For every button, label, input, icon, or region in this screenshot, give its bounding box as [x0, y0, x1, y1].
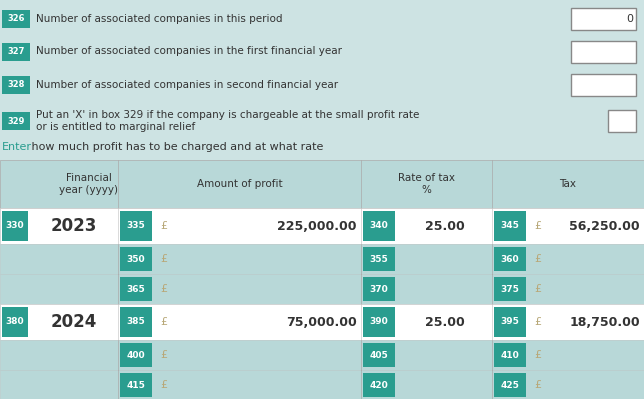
Text: 18,750.00: 18,750.00 — [569, 316, 640, 328]
Text: 25.00: 25.00 — [424, 316, 464, 328]
Text: Enter: Enter — [2, 142, 32, 152]
Text: 225,000.00: 225,000.00 — [278, 219, 357, 233]
Text: 425: 425 — [500, 381, 520, 389]
Bar — [494, 247, 526, 271]
Bar — [363, 343, 395, 367]
Text: £: £ — [535, 380, 542, 390]
Bar — [363, 277, 395, 301]
Bar — [2, 211, 28, 241]
Text: 400: 400 — [127, 350, 146, 359]
Bar — [494, 277, 526, 301]
Bar — [363, 373, 395, 397]
Bar — [2, 75, 30, 93]
Text: £: £ — [160, 254, 167, 264]
Text: 335: 335 — [127, 221, 146, 231]
Text: 330: 330 — [6, 221, 24, 231]
Bar — [2, 307, 28, 337]
Bar — [120, 373, 152, 397]
Text: 410: 410 — [500, 350, 519, 359]
Bar — [120, 211, 152, 241]
Text: 370: 370 — [370, 284, 388, 294]
Text: £: £ — [160, 221, 167, 231]
Text: Put an 'X' in box 329 if the company is chargeable at the small profit rate
or i: Put an 'X' in box 329 if the company is … — [36, 110, 419, 132]
Text: 415: 415 — [127, 381, 146, 389]
Text: 328: 328 — [7, 80, 24, 89]
Text: 350: 350 — [127, 255, 146, 263]
Text: Number of associated companies in second financial year: Number of associated companies in second… — [36, 79, 338, 89]
Text: £: £ — [535, 317, 542, 327]
Text: 329: 329 — [7, 117, 24, 126]
Text: 390: 390 — [370, 318, 388, 326]
Bar — [494, 343, 526, 367]
Bar — [0, 160, 644, 208]
Text: £: £ — [160, 317, 167, 327]
Text: Number of associated companies in this period: Number of associated companies in this p… — [36, 14, 283, 24]
Bar — [363, 307, 395, 337]
Bar — [494, 373, 526, 397]
Text: 327: 327 — [7, 47, 24, 56]
Text: Number of associated companies in the first financial year: Number of associated companies in the fi… — [36, 47, 342, 57]
Text: 395: 395 — [500, 318, 520, 326]
Text: 355: 355 — [370, 255, 388, 263]
Bar — [608, 110, 636, 132]
Bar — [2, 10, 30, 28]
Bar — [0, 208, 644, 244]
Text: £: £ — [160, 350, 167, 360]
Text: 380: 380 — [6, 318, 24, 326]
Text: how much profit has to be charged and at what rate: how much profit has to be charged and at… — [28, 142, 323, 152]
Text: 385: 385 — [127, 318, 146, 326]
Text: 340: 340 — [370, 221, 388, 231]
Bar — [2, 43, 30, 61]
Text: £: £ — [535, 221, 542, 231]
Bar — [0, 340, 644, 370]
Bar — [494, 307, 526, 337]
Text: Amount of profit: Amount of profit — [196, 179, 282, 189]
Text: £: £ — [535, 350, 542, 360]
Bar — [120, 307, 152, 337]
Bar — [0, 244, 644, 274]
Text: Rate of tax
%: Rate of tax % — [398, 173, 455, 195]
Bar — [0, 370, 644, 399]
Text: 375: 375 — [500, 284, 520, 294]
Text: 0: 0 — [626, 14, 633, 24]
Text: 326: 326 — [7, 14, 24, 23]
Text: 360: 360 — [500, 255, 519, 263]
Text: £: £ — [535, 284, 542, 294]
Bar — [120, 277, 152, 301]
Text: 25.00: 25.00 — [424, 219, 464, 233]
Text: £: £ — [160, 380, 167, 390]
Bar — [120, 247, 152, 271]
Text: 75,000.00: 75,000.00 — [286, 316, 357, 328]
Text: 345: 345 — [500, 221, 520, 231]
Text: 2024: 2024 — [51, 313, 97, 331]
Bar — [363, 211, 395, 241]
Bar — [120, 343, 152, 367]
Text: 365: 365 — [127, 284, 146, 294]
Bar — [0, 274, 644, 304]
Bar — [0, 304, 644, 340]
Bar — [571, 73, 636, 95]
Bar — [2, 112, 30, 130]
Text: 2023: 2023 — [51, 217, 97, 235]
Bar — [571, 41, 636, 63]
Bar — [494, 211, 526, 241]
Bar — [571, 8, 636, 30]
Text: 420: 420 — [370, 381, 388, 389]
Text: £: £ — [160, 284, 167, 294]
Text: Financial
year (yyyy): Financial year (yyyy) — [59, 173, 118, 195]
Text: 56,250.00: 56,250.00 — [569, 219, 640, 233]
Text: 405: 405 — [370, 350, 388, 359]
Bar — [363, 247, 395, 271]
Text: Tax: Tax — [560, 179, 576, 189]
Text: £: £ — [535, 254, 542, 264]
